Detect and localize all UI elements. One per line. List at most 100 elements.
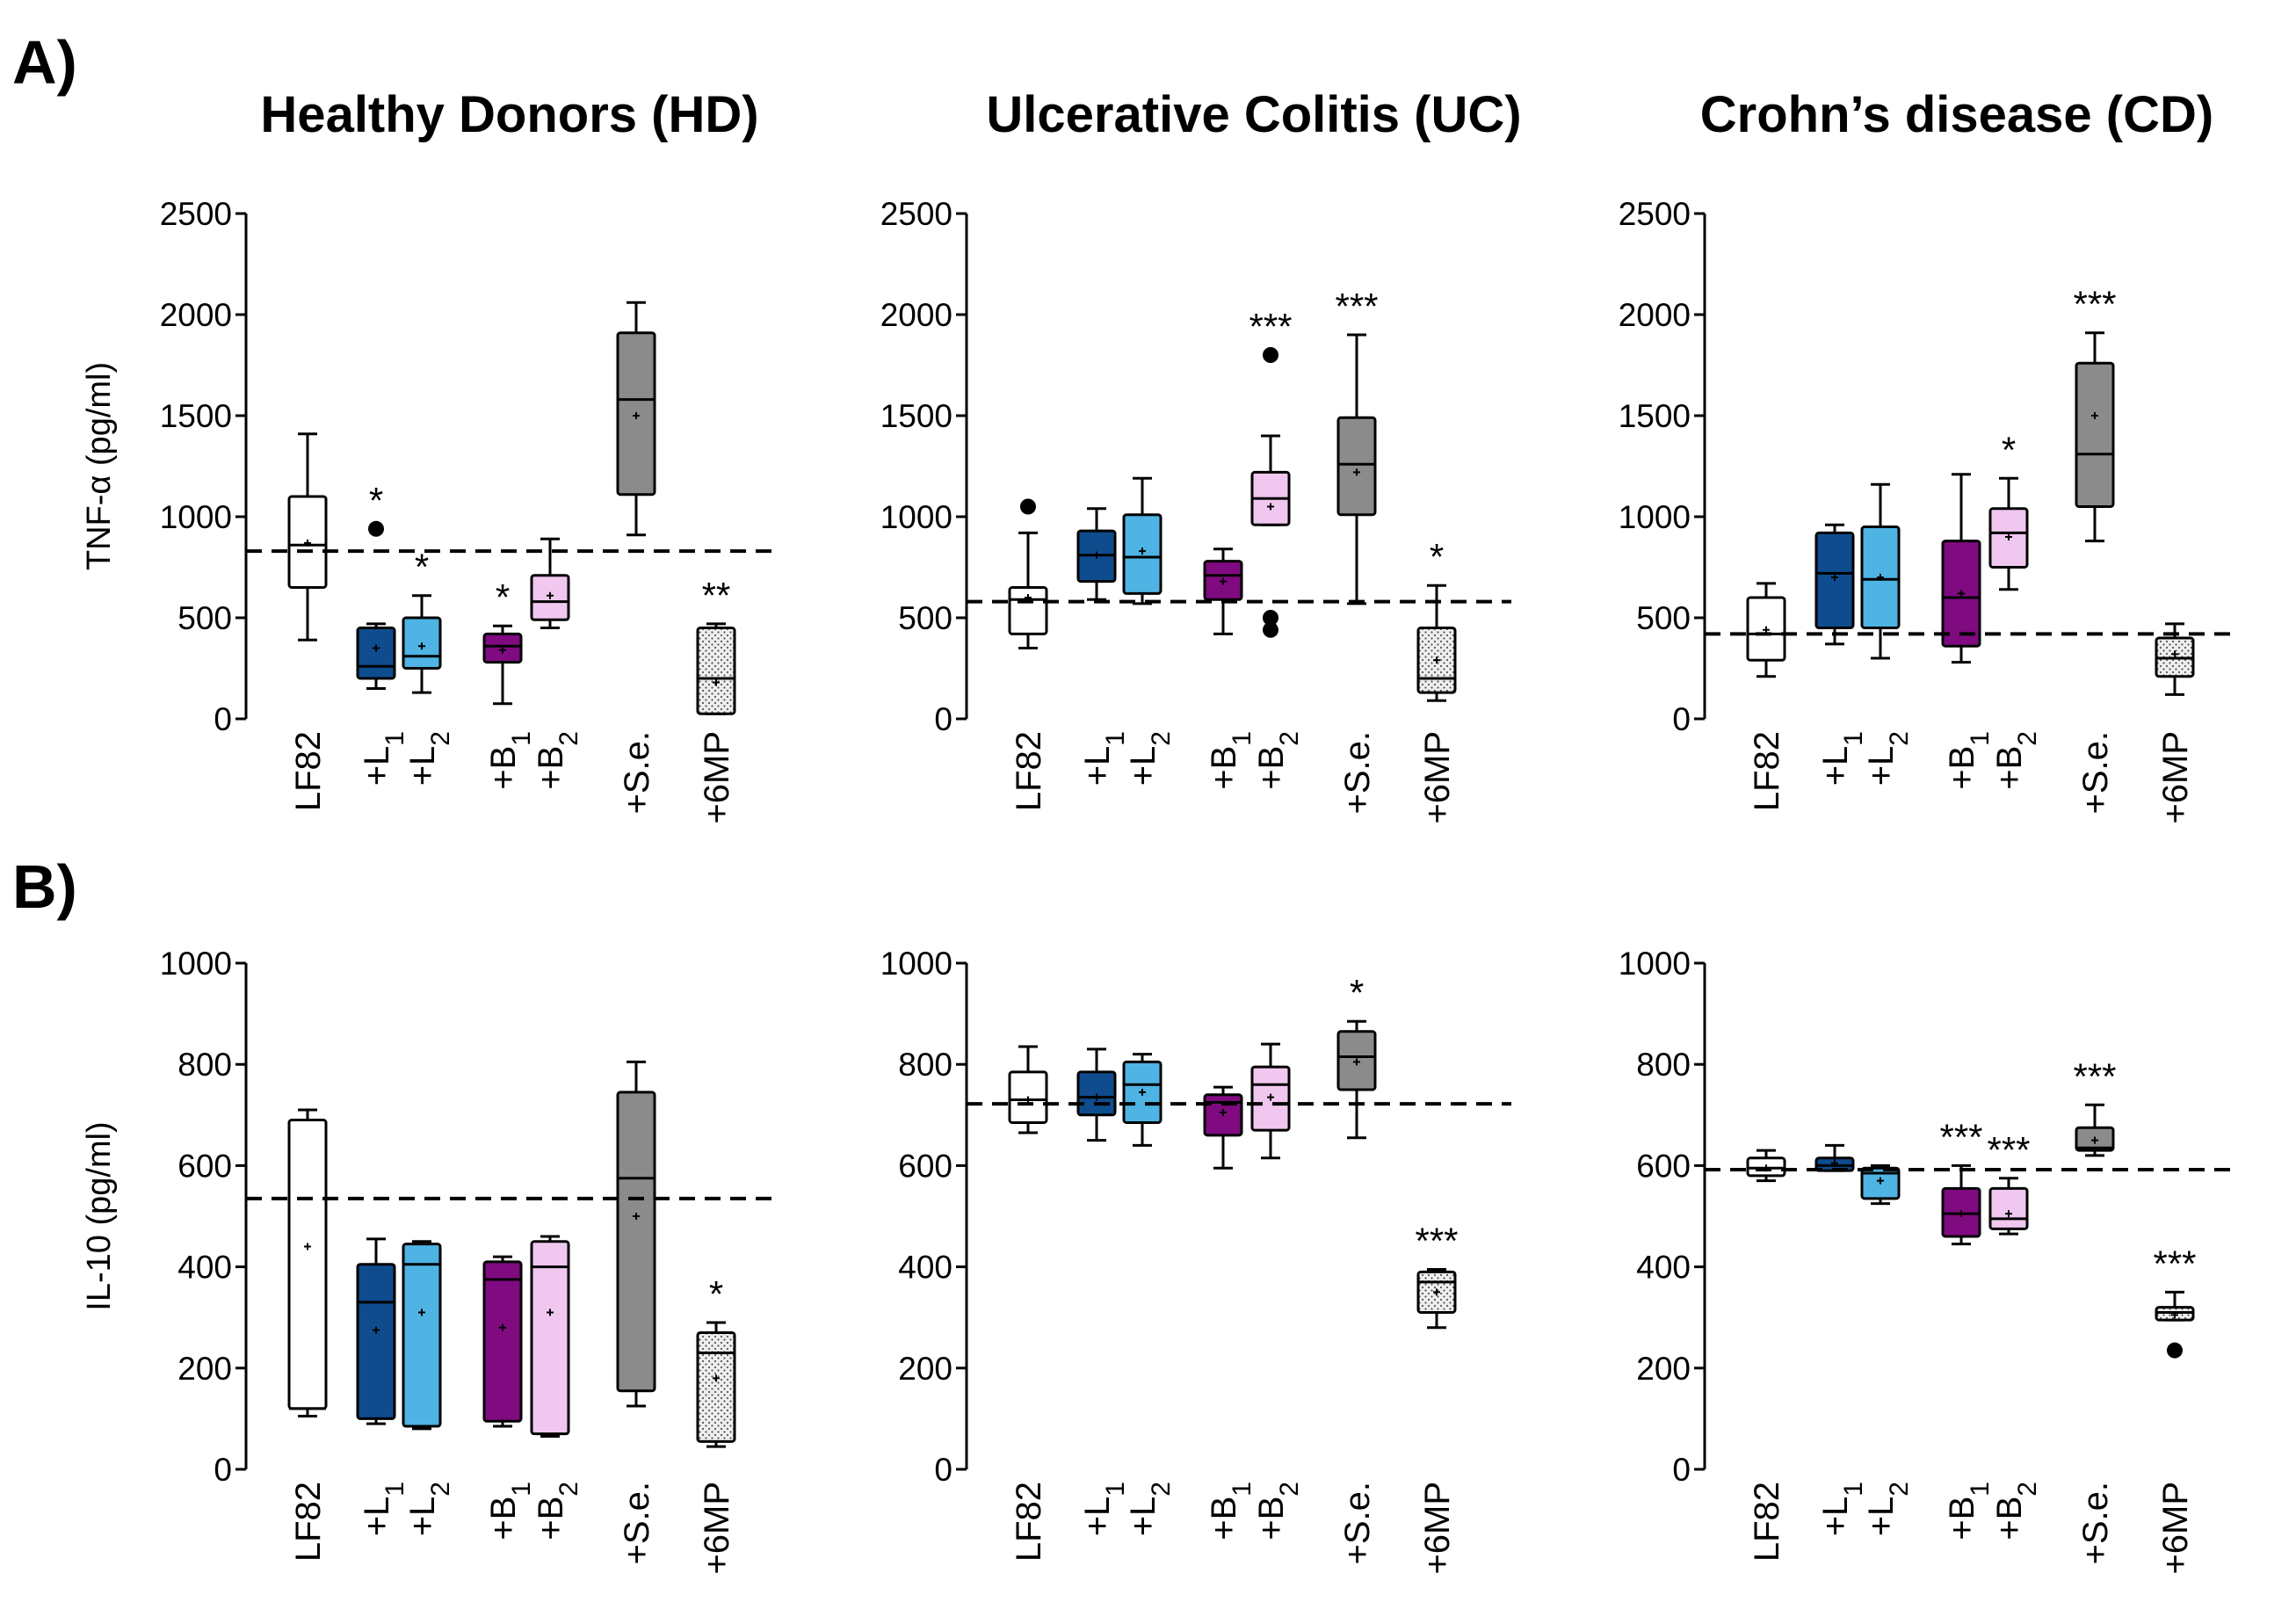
outlier-point (1020, 498, 1036, 515)
mean-marker (1267, 503, 1274, 511)
y-tick-label: 0 (934, 701, 952, 737)
x-tick-label: +6MP (2156, 1482, 2195, 1575)
mean-marker (304, 1243, 311, 1250)
x-tick-label: LF82 (1010, 731, 1048, 811)
mean-marker (1353, 1058, 1360, 1066)
x-tick-label: +L1 (358, 1482, 409, 1536)
column-title-cd: Crohn’s disease (CD) (1700, 86, 2213, 143)
mean-marker (2005, 533, 2012, 540)
x-tick-label: +6MP (698, 731, 736, 824)
x-tick-label: +L1 (1816, 731, 1868, 786)
y-tick-label: 2000 (880, 297, 952, 333)
x-tick-label: LF82 (289, 1482, 328, 1562)
box-l1 (356, 627, 396, 680)
mean-marker (499, 646, 506, 654)
x-tick-label: +L1 (1816, 1482, 1868, 1536)
y-tick-label: 1000 (1619, 946, 1691, 982)
y-tick-label: 400 (898, 1250, 952, 1286)
y-tick-label: 800 (1636, 1047, 1691, 1083)
x-tick-label: +B2 (532, 731, 583, 790)
x-tick-label: +B2 (1990, 731, 2042, 790)
x-tick-label: +L2 (1124, 1482, 1176, 1536)
significance-marker: * (2002, 429, 2016, 470)
x-tick-label: +6MP (1418, 731, 1457, 824)
column-title-uc: Ulcerative Colitis (UC) (986, 86, 1521, 143)
box-se (2075, 361, 2115, 509)
significance-marker: * (1350, 972, 1364, 1013)
x-tick-label: LF82 (1748, 1482, 1786, 1562)
y-tick-label: 1000 (880, 946, 952, 982)
mean-marker (2171, 1311, 2178, 1319)
y-tick-label: 200 (1636, 1351, 1691, 1387)
x-tick-label: +B1 (1943, 731, 1995, 790)
chart-tnf-uc: 0 500 1000 1500 2000 2500 LF82 +L1+L2 +B1 *** +B2 *… (880, 196, 1511, 824)
mean-marker (713, 678, 720, 686)
mean-marker (499, 1323, 506, 1331)
y-tick-label: 1500 (1619, 398, 1691, 434)
significance-marker: * (496, 576, 510, 618)
panel-label-b: B) (12, 852, 77, 921)
mean-marker (1877, 574, 1884, 581)
mean-marker (1433, 1288, 1440, 1296)
x-tick-label: LF82 (1748, 731, 1786, 811)
y-tick-label: 500 (898, 600, 952, 636)
x-tick-label: +B1 (1205, 731, 1257, 790)
mean-marker (2005, 1210, 2012, 1218)
mean-marker (1353, 468, 1360, 476)
y-tick-label: 600 (898, 1148, 952, 1184)
panel-label-a: A) (12, 28, 77, 97)
significance-marker: *** (1335, 286, 1378, 327)
significance-marker: *** (1415, 1220, 1458, 1261)
x-tick-label: +L1 (358, 731, 409, 786)
y-tick-label: 2000 (1619, 297, 1691, 333)
y-tick-label: 500 (1636, 600, 1691, 636)
y-tick-label: 1500 (880, 398, 952, 434)
mean-marker (1093, 551, 1100, 559)
x-tick-label: +L2 (403, 731, 455, 786)
mean-marker (418, 1308, 425, 1316)
x-tick-label: +S.e. (618, 731, 656, 815)
mean-marker (2171, 650, 2178, 658)
y-tick-label: 2500 (160, 196, 232, 232)
box-b2 (1988, 1186, 2029, 1230)
x-tick-label: +L2 (403, 1482, 455, 1536)
mean-marker (1139, 547, 1146, 555)
chart-tnf-hd: 0 500 1000 1500 2000 2500 TNF-α (pg/ml) LF82 * +L… (81, 196, 773, 824)
box-6mp (696, 627, 736, 715)
x-tick-label: +B1 (484, 1482, 536, 1540)
chart-il10-cd: 0 200 400 600 800 1000 LF82 +L1+L2 *** +B1 *** +B2 *… (1619, 946, 2232, 1575)
box-6mp (696, 1330, 736, 1443)
box-l1 (356, 1263, 396, 1420)
mean-marker (713, 1374, 720, 1382)
mean-marker (1220, 1108, 1227, 1116)
x-tick-label: +S.e. (618, 1482, 656, 1565)
y-tick-label: 600 (177, 1148, 232, 1184)
x-tick-label: LF82 (289, 731, 328, 811)
x-tick-label: +L2 (1862, 1482, 1914, 1536)
mean-marker (1433, 656, 1440, 664)
box-lf82 (287, 1119, 328, 1410)
x-tick-label: +S.e. (1338, 731, 1377, 815)
y-tick-label: 0 (934, 1452, 952, 1488)
mean-marker (373, 1326, 380, 1334)
box-l2 (402, 1243, 442, 1428)
x-tick-label: +L2 (1124, 731, 1176, 786)
x-tick-label: +S.e. (1338, 1482, 1377, 1565)
y-axis-label: IL-10 (pg/ml) (81, 1121, 118, 1310)
column-title-hd: Healthy Donors (HD) (260, 86, 758, 143)
mean-marker (1877, 1177, 1884, 1185)
y-tick-label: 2500 (1619, 196, 1691, 232)
x-tick-label: +B2 (1990, 1482, 2042, 1540)
chart-il10-hd: 0 200 400 600 800 1000 IL-10 (pg/ml) LF82 +L1+L2… (81, 946, 773, 1575)
y-tick-label: 2500 (880, 196, 952, 232)
mean-marker (373, 644, 380, 652)
x-tick-label: +B1 (484, 731, 536, 790)
significance-marker: * (369, 480, 383, 521)
outlier-point (368, 520, 384, 537)
significance-marker: *** (2073, 284, 2116, 325)
x-tick-label: +B1 (1943, 1482, 1995, 1540)
significance-marker: * (709, 1273, 723, 1315)
y-tick-label: 400 (1636, 1250, 1691, 1286)
chart-il10-uc: 0 200 400 600 800 1000 LF82 +L1+L2 +B1+B2 * +S.e. *… (880, 946, 1511, 1575)
